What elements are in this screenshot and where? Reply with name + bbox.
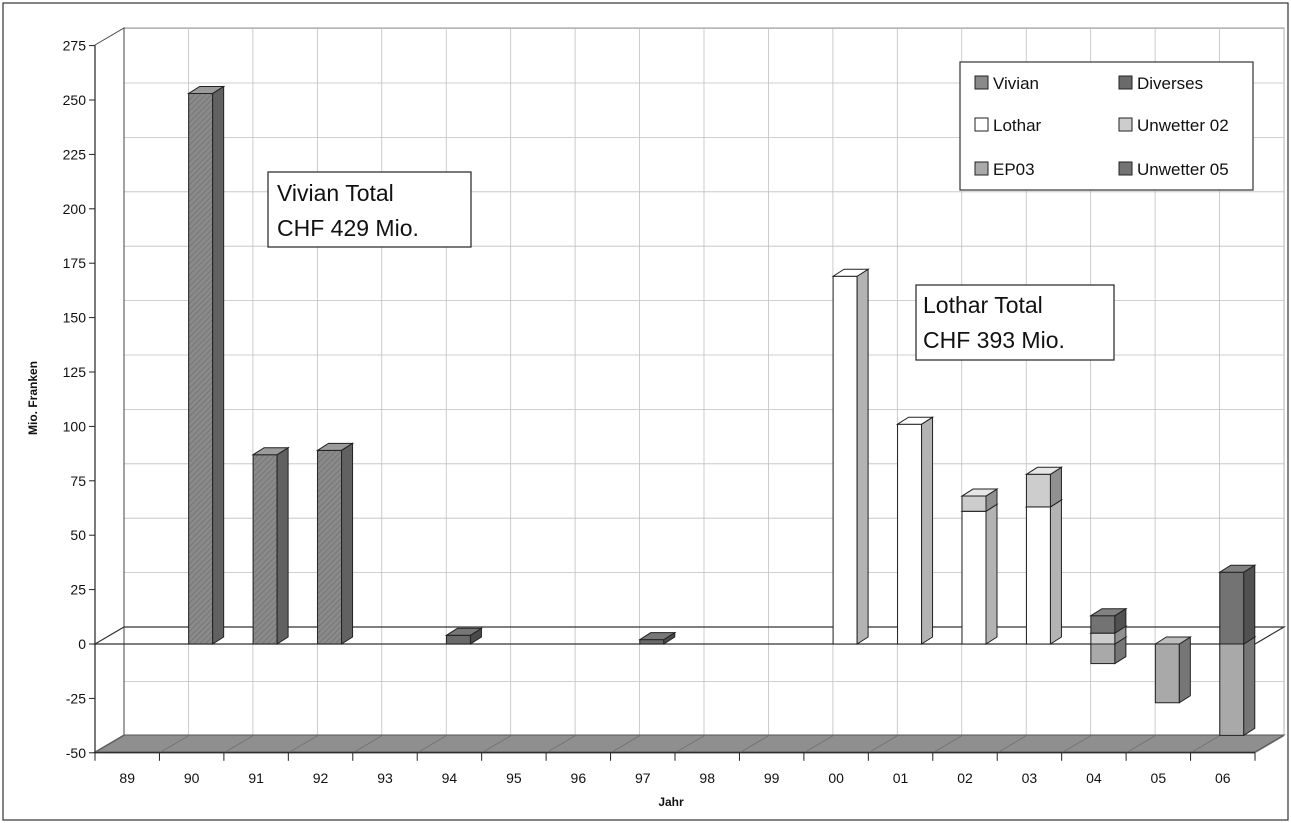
x-tick-label: 97 (635, 770, 651, 786)
x-tick-label: 01 (893, 770, 909, 786)
legend-swatch-vivian (974, 75, 989, 90)
y-tick-label: 100 (63, 418, 87, 434)
y-tick-label: -25 (66, 690, 86, 706)
legend-label-unwetter-02: Unwetter 02 (1137, 116, 1229, 135)
legend-label-unwetter-05: Unwetter 05 (1137, 160, 1229, 179)
x-tick-label: 00 (828, 770, 844, 786)
x-tick-label: 99 (764, 770, 780, 786)
y-tick-label: 50 (70, 527, 86, 543)
bar-lothar-03 (1024, 499, 1064, 645)
annotation-vivian: Vivian Total CHF 429 Mio. (267, 171, 472, 248)
legend-swatch-diverses (1118, 75, 1133, 90)
legend-swatch-lothar (974, 117, 989, 132)
x-tick-label: 98 (699, 770, 715, 786)
bar-unwetter-05-04 (1089, 607, 1128, 635)
legend-item-unwetter-02: Unwetter 02 (1118, 116, 1229, 135)
legend: Vivian Diverses Lothar Unwetter 02 EP03 … (959, 61, 1254, 191)
x-tick-label: 96 (571, 770, 587, 786)
bar-lothar-00 (831, 268, 870, 645)
x-tick-label: 94 (442, 770, 458, 786)
y-tick-label: 250 (63, 92, 87, 108)
legend-label-lothar: Lothar (993, 116, 1042, 135)
y-tick-label: 225 (63, 146, 87, 162)
bar-lothar-01 (895, 416, 935, 645)
bar-unwetter-02-02 (960, 488, 999, 513)
x-tick-label: 06 (1215, 770, 1231, 786)
y-tick-label: 150 (63, 310, 87, 326)
bar-lothar-02 (960, 503, 999, 645)
legend-label-ep03: EP03 (993, 160, 1035, 179)
bar-unwetter-02-03 (1024, 466, 1064, 508)
annotation-lothar-line2: CHF 393 Mio. (923, 327, 1065, 353)
x-tick-label: 05 (1151, 770, 1167, 786)
bar-diverses-97 (638, 631, 677, 645)
x-tick-label: 95 (506, 770, 522, 786)
x-tick-label: 89 (119, 770, 135, 786)
annotation-lothar-line1: Lothar Total (923, 292, 1043, 318)
bar-ep03-05 (1153, 636, 1193, 704)
x-axis: 89 90 91 92 93 94 95 96 97 98 99 00 01 02 03 04 05 06 (94, 752, 1256, 786)
legend-item-unwetter-05: Unwetter 05 (1118, 160, 1229, 179)
x-tick-label: 93 (377, 770, 393, 786)
y-tick-label: 175 (63, 255, 87, 271)
bar-unwetter-05-06 (1218, 564, 1257, 645)
bar-vivian-92 (315, 442, 355, 645)
legend-item-ep03: EP03 (974, 160, 1035, 179)
bar-diverses-94 (444, 627, 484, 645)
x-tick-label: 90 (184, 770, 200, 786)
y-tick-label: 200 (63, 201, 87, 217)
legend-swatch-unwetter-05 (1118, 161, 1133, 176)
y-tick-label: 275 (63, 38, 87, 54)
y-tick-label: 25 (70, 582, 86, 598)
x-axis-title: Jahr (658, 795, 684, 809)
x-tick-label: 04 (1086, 770, 1102, 786)
x-tick-label: 03 (1022, 770, 1038, 786)
bar-ep03-06 (1218, 636, 1257, 737)
y-tick-label: 125 (63, 364, 87, 380)
legend-label-vivian: Vivian (993, 74, 1039, 93)
legend-item-diverses: Diverses (1118, 74, 1203, 93)
y-tick-label: 75 (70, 473, 86, 489)
legend-label-diverses: Diverses (1137, 74, 1203, 93)
legend-item-lothar: Lothar (974, 116, 1042, 135)
legend-swatch-unwetter-02 (1118, 117, 1133, 132)
bar-vivian-91 (251, 446, 290, 645)
legend-swatch-ep03 (974, 161, 989, 176)
x-tick-label: 91 (248, 770, 264, 786)
legend-item-vivian: Vivian (974, 74, 1039, 93)
y-axis-title: Mio. Franken (26, 361, 40, 435)
annotation-lothar: Lothar Total CHF 393 Mio. (915, 284, 1115, 361)
y-tick-label: 0 (78, 636, 86, 652)
y-tick-label: -50 (66, 745, 86, 761)
bars-layer (186, 85, 1257, 737)
x-tick-label: 92 (313, 770, 329, 786)
bar-vivian-90 (186, 85, 226, 645)
annotation-vivian-line1: Vivian Total (277, 180, 394, 206)
x-tick-label: 02 (957, 770, 973, 786)
annotation-vivian-line2: CHF 429 Mio. (277, 215, 419, 241)
